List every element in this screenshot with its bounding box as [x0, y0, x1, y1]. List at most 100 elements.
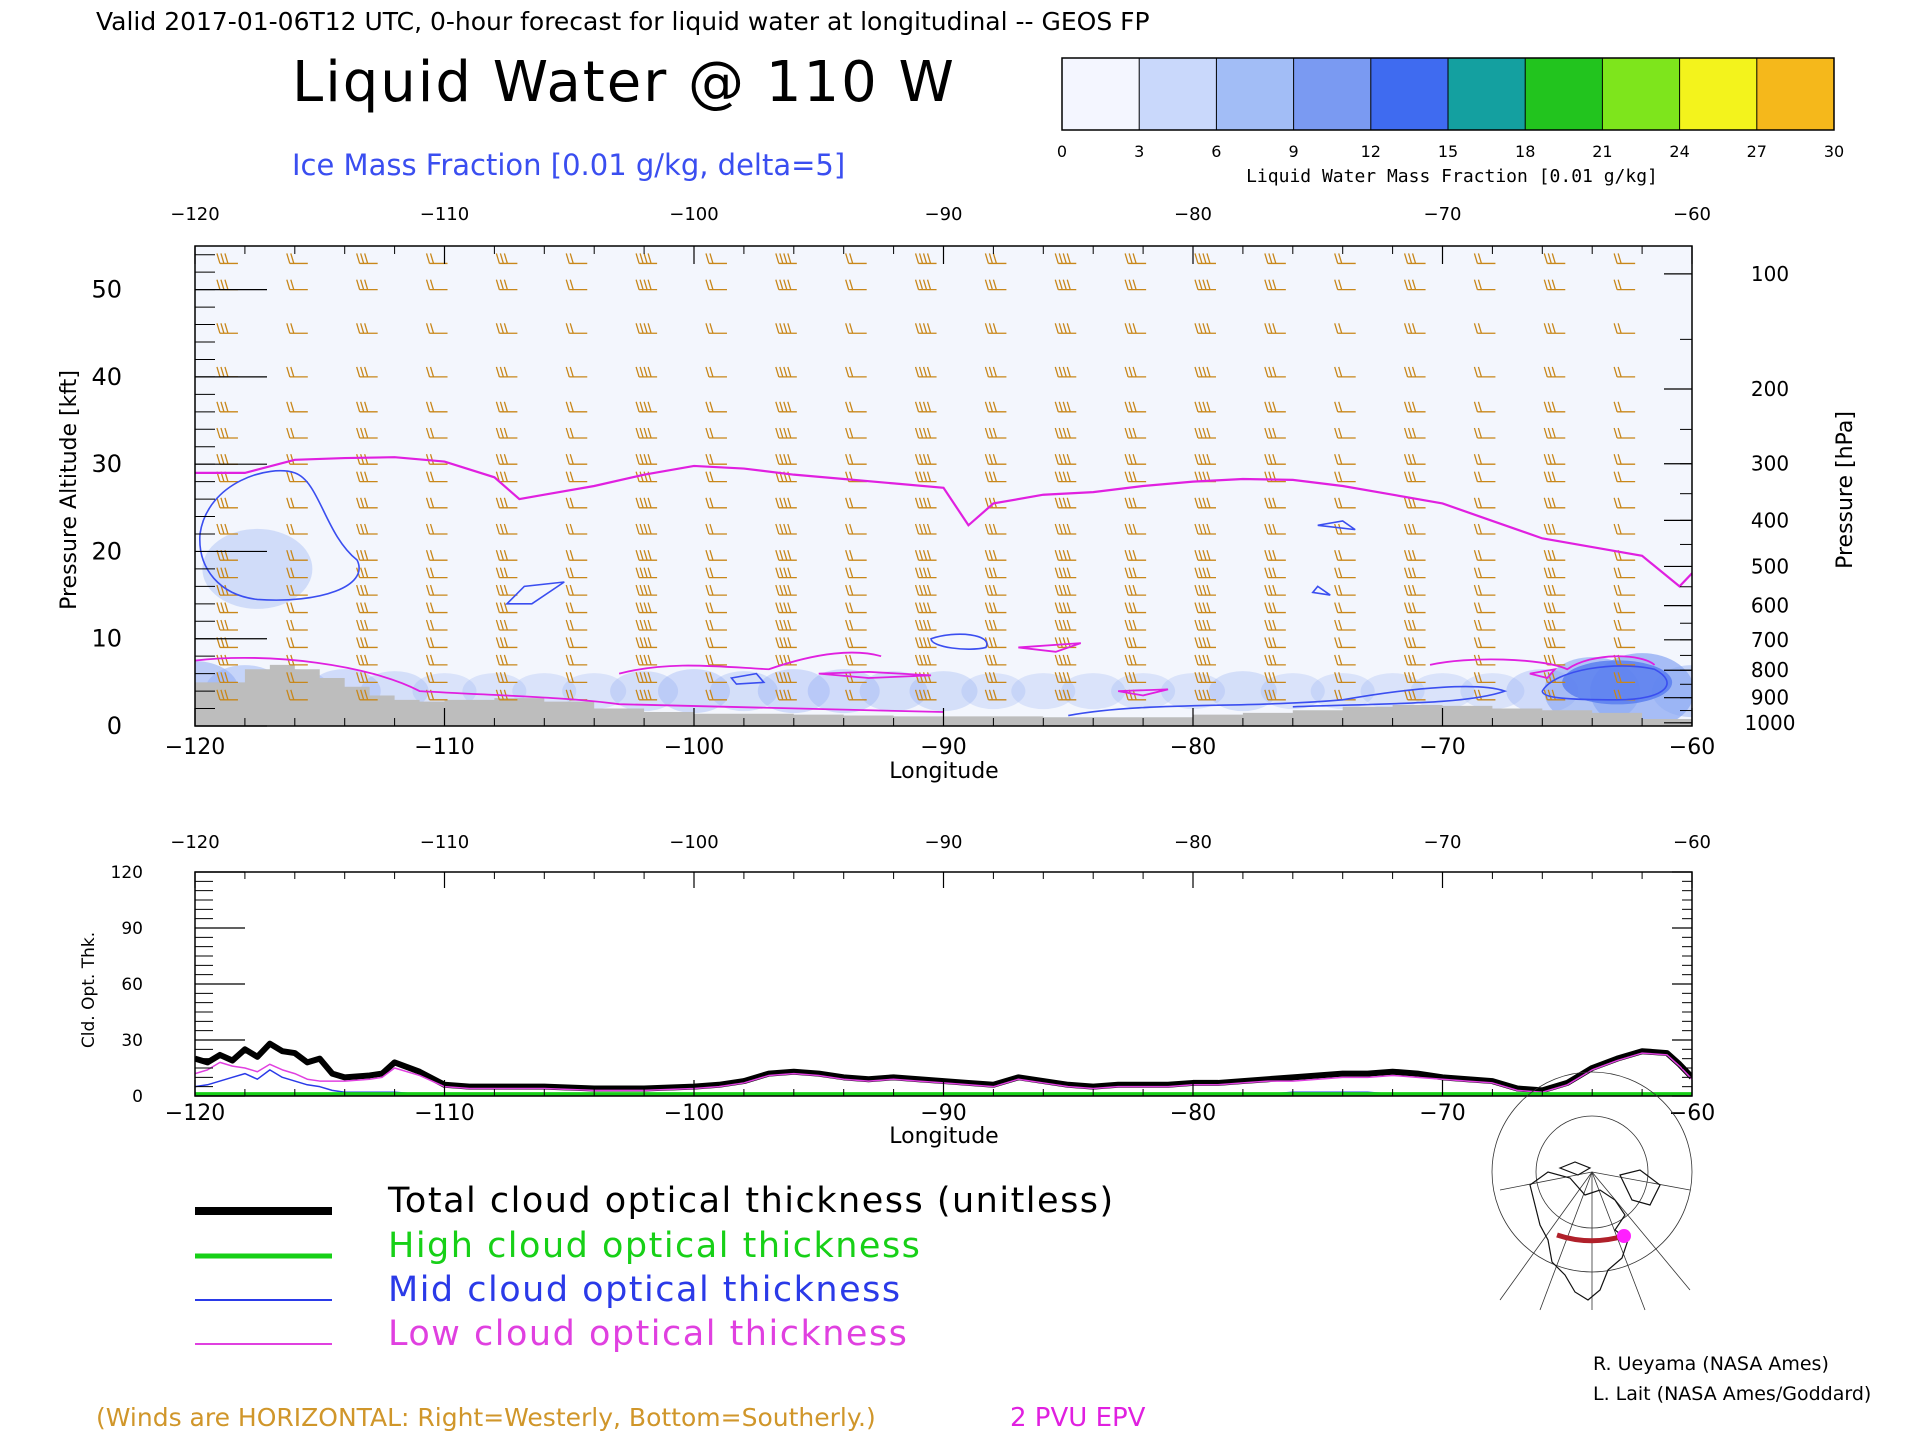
wind-barb-feather: [565, 672, 570, 683]
wind-barb-feather: [1477, 619, 1483, 631]
wind-barb: [775, 323, 797, 334]
wind-barb-feather: [914, 637, 920, 648]
wind-barb: [425, 366, 448, 378]
wind-barb: [705, 672, 727, 684]
wind-barb: [775, 523, 797, 535]
wind-barb-feather: [1066, 602, 1071, 613]
wind-barb-feather: [1338, 453, 1343, 465]
wind-barb-feather: [360, 602, 365, 613]
wind-barb-feather: [1062, 401, 1067, 413]
wind-barb: [216, 602, 238, 614]
wind-barb-feather: [356, 637, 361, 648]
wind-barb-feather: [1473, 549, 1479, 561]
wind-barb-feather: [1473, 567, 1479, 578]
wind-barb-feather: [429, 619, 435, 631]
wind-barb: [705, 602, 727, 614]
wind-barb-feather: [1124, 637, 1129, 648]
wind-barb-feather: [918, 549, 924, 561]
wind-barb-feather: [1054, 567, 1059, 578]
wind-barb-feather: [1411, 637, 1417, 648]
wind-barb-feather: [1411, 549, 1417, 561]
wind-barb: [845, 497, 867, 509]
wind-barb-feather: [988, 279, 994, 290]
wind-barb-feather: [922, 689, 928, 701]
wind-barb-feather: [499, 567, 505, 578]
wind-barb-feather: [643, 401, 648, 413]
wind-barb-feather: [220, 427, 225, 439]
wind-barb: [1613, 453, 1636, 465]
wind-barb-feather: [643, 471, 648, 482]
winds-note: (Winds are HORIZONTAL: Right=Westerly, B…: [96, 1403, 876, 1432]
wind-barb-feather: [922, 523, 928, 535]
wind-barb-feather: [360, 523, 365, 535]
wind-barb: [1054, 523, 1077, 535]
wind-barb-feather: [565, 567, 570, 578]
wind-barb: [1473, 672, 1496, 684]
wind-barb-feather: [1473, 366, 1479, 378]
wind-barb-feather: [1128, 672, 1133, 683]
wind-barb-feather: [216, 253, 221, 264]
wind-barb-feather: [635, 619, 640, 631]
wind-barb-feather: [290, 366, 295, 378]
upper-pressure-tick-label: 200: [1751, 377, 1789, 401]
wind-barb-feather: [1617, 602, 1622, 613]
wind-barb-feather: [499, 602, 505, 613]
wind-barb-feather: [705, 584, 710, 596]
wind-barb: [1124, 523, 1147, 535]
liquid-water-blob: [859, 671, 928, 712]
upper-pressure-tick-label: 900: [1751, 686, 1789, 710]
wind-barb: [1543, 523, 1566, 535]
wind-barb: [705, 323, 727, 334]
lower-top-x-tick-label: −90: [925, 832, 963, 853]
wind-barb-feather: [1128, 549, 1133, 561]
wind-barb-feather: [1264, 279, 1269, 290]
wind-barb-feather: [1407, 453, 1413, 465]
wind-barb-feather: [1547, 323, 1552, 334]
wind-barb: [286, 602, 308, 614]
wind-barb-feather: [984, 672, 990, 683]
wind-barb-feather: [635, 584, 640, 596]
wind-barb-feather: [1264, 567, 1269, 578]
legend-label-high: High cloud optical thickness: [388, 1226, 921, 1266]
wind-barb-feather: [286, 401, 291, 413]
lower-x-tick-label: −100: [664, 1101, 724, 1126]
wind-barb-feather: [918, 654, 924, 666]
wind-barb: [635, 323, 658, 334]
wind-barb-feather: [1613, 584, 1618, 596]
wind-barb: [495, 497, 518, 509]
wind-barb-feather: [984, 584, 990, 596]
wind-barb-feather: [1334, 619, 1339, 631]
wind-barb-feather: [1272, 323, 1277, 334]
wind-barb-feather: [1062, 323, 1067, 334]
wind-barb: [1264, 567, 1286, 579]
terrain-fill: [195, 664, 1692, 726]
wind-barb-feather: [926, 471, 932, 482]
lower-y-tick-label: 90: [121, 919, 143, 939]
colorbar-tick-label: 3: [1134, 142, 1144, 161]
colorbar-tick-label: 6: [1211, 142, 1221, 161]
wind-barb-feather: [705, 279, 710, 290]
wind-barb-feather: [926, 323, 932, 334]
wind-barb: [565, 323, 588, 334]
wind-barb: [1054, 253, 1077, 265]
wind-barb-feather: [1206, 497, 1211, 509]
wind-barb: [914, 619, 937, 631]
wind-barb-feather: [569, 401, 574, 413]
wind-barb-feather: [429, 401, 435, 413]
wind-barb-feather: [775, 279, 780, 290]
wind-barb: [984, 689, 1007, 701]
wind-barb-feather: [1547, 523, 1552, 535]
wind-barb-feather: [216, 619, 221, 631]
wind-barb-feather: [499, 401, 505, 413]
wind-barb-feather: [639, 366, 644, 378]
wind-barb-feather: [984, 453, 990, 465]
wind-barb-feather: [1206, 323, 1211, 334]
wind-barb: [565, 523, 588, 535]
upper-y-right-label: Pressure [hPa]: [1833, 411, 1858, 569]
ice-contour: [1068, 685, 1508, 717]
wind-barb-feather: [1613, 602, 1618, 613]
wind-barb-feather: [1407, 366, 1413, 378]
wind-barb: [705, 497, 727, 509]
wind-barb: [1124, 619, 1147, 631]
wind-barb-feather: [1551, 471, 1556, 482]
